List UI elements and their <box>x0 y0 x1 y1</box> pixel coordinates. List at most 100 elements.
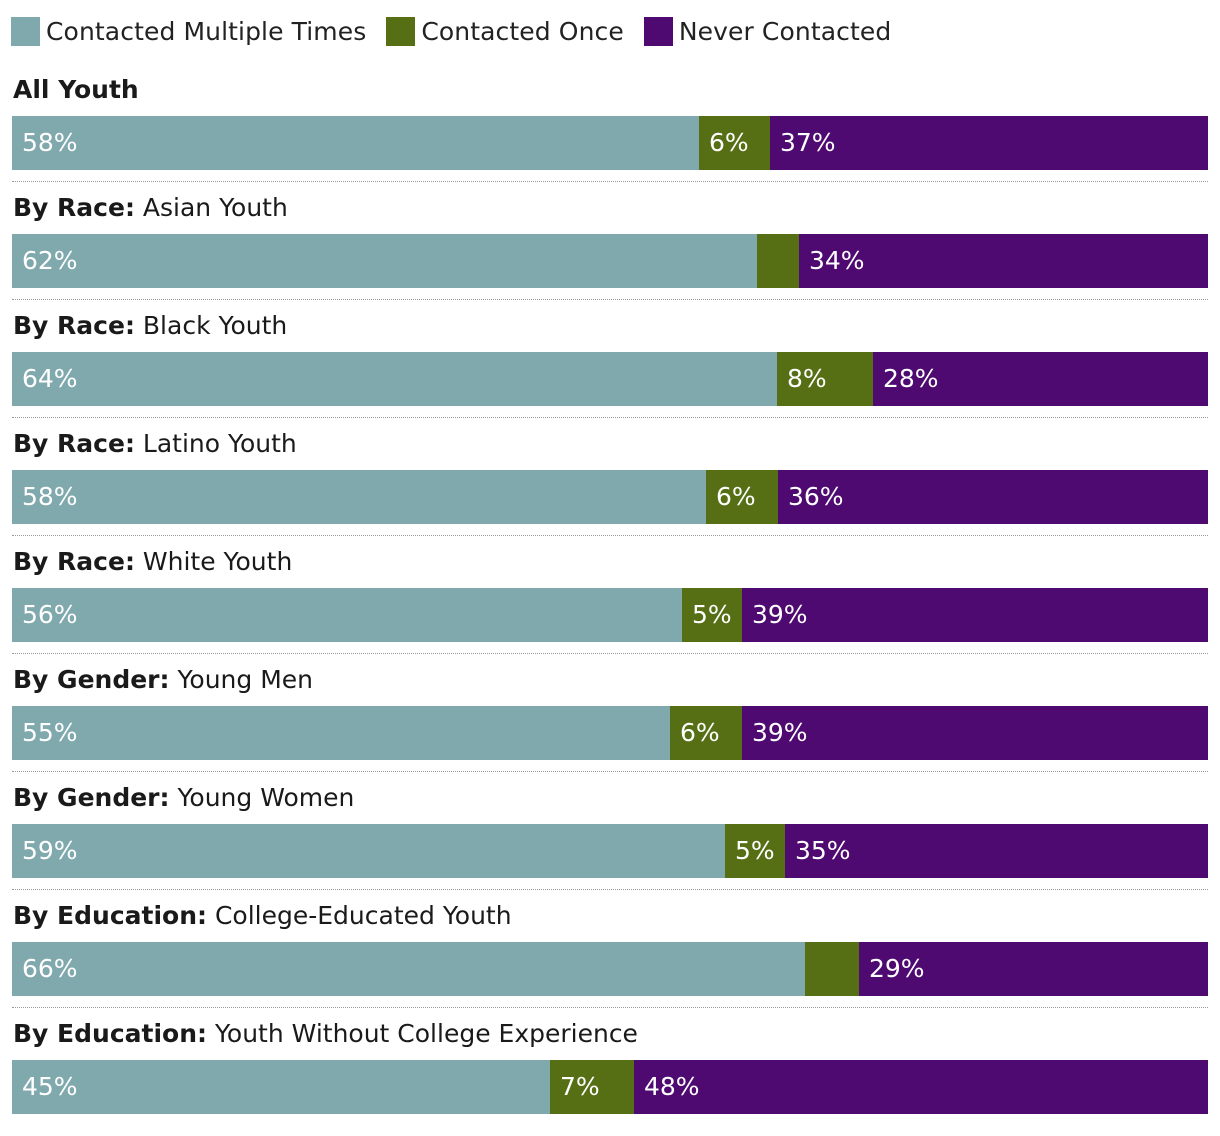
bar-segment-never: 29% <box>859 942 1208 996</box>
row-label-text: Asian Youth <box>142 193 288 222</box>
row-divider <box>12 417 1208 418</box>
chart-legend: Contacted Multiple Times Contacted Once Ne… <box>11 16 911 46</box>
bar-segment-once: 6% <box>699 116 770 170</box>
stacked-bar: 58% 6% 36% <box>12 470 1208 524</box>
data-label-never: 39% <box>752 600 808 629</box>
bar-segment-once: 5% <box>725 824 785 878</box>
bar-segment-once: 6% <box>670 706 742 760</box>
data-label-never: 37% <box>780 128 836 157</box>
data-label-multiple: 45% <box>22 1072 78 1101</box>
legend-swatch-multiple <box>11 16 40 46</box>
bar-segment-never: 36% <box>778 470 1208 524</box>
legend-item-multiple: Contacted Multiple Times <box>11 16 367 46</box>
legend-label: Contacted Multiple Times <box>46 16 367 46</box>
row-label: By Education: Youth Without College Expe… <box>13 1018 638 1050</box>
data-label-once: 7% <box>560 1072 600 1101</box>
stacked-bar: 58% 6% 37% <box>12 116 1208 170</box>
data-label-never: 29% <box>869 954 925 983</box>
bar-segment-once <box>805 942 859 996</box>
row-label-text: White Youth <box>142 547 293 576</box>
bar-segment-multiple: 55% <box>12 706 670 760</box>
stacked-bar: 45% 7% 48% <box>12 1060 1208 1114</box>
row-label: By Race: Asian Youth <box>13 192 288 224</box>
legend-item-once: Contacted Once <box>386 16 624 46</box>
row-label: All Youth <box>13 74 139 106</box>
bar-segment-multiple: 58% <box>12 116 699 170</box>
chart-row: By Education: College-Educated Youth 66% 2… <box>0 900 1220 1018</box>
bar-segment-once: 8% <box>777 352 873 406</box>
row-label-prefix: All Youth <box>13 75 139 104</box>
row-label: By Race: Black Youth <box>13 310 287 342</box>
data-label-once: 5% <box>735 836 775 865</box>
row-divider <box>12 181 1208 182</box>
bar-segment-multiple: 59% <box>12 824 725 878</box>
row-label-text: College-Educated Youth <box>214 901 512 930</box>
row-label-text: Young Men <box>177 665 314 694</box>
row-label: By Gender: Young Men <box>13 664 313 696</box>
chart-row: By Gender: Young Women 59% 5% 35% <box>0 782 1220 900</box>
bar-segment-once <box>757 234 799 288</box>
bar-segment-never: 39% <box>742 588 1208 642</box>
stacked-bar: 62% 34% <box>12 234 1208 288</box>
row-label-text: Young Women <box>177 783 355 812</box>
data-label-never: 35% <box>795 836 851 865</box>
data-label-once: 6% <box>680 718 720 747</box>
data-label-multiple: 55% <box>22 718 78 747</box>
row-divider <box>12 1007 1208 1008</box>
chart-row: By Education: Youth Without College Expe… <box>0 1018 1220 1136</box>
row-label: By Gender: Young Women <box>13 782 354 814</box>
chart-row: By Race: Latino Youth 58% 6% 36% <box>0 428 1220 546</box>
stacked-bar: 55% 6% 39% <box>12 706 1208 760</box>
chart-row: By Gender: Young Men 55% 6% 39% <box>0 664 1220 782</box>
row-label-prefix: By Gender: <box>13 783 170 812</box>
row-divider <box>12 653 1208 654</box>
row-divider <box>12 889 1208 890</box>
bar-segment-once: 7% <box>550 1060 634 1114</box>
chart-row: By Race: White Youth 56% 5% 39% <box>0 546 1220 664</box>
data-label-multiple: 64% <box>22 364 78 393</box>
row-label-prefix: By Race: <box>13 547 135 576</box>
row-label-text: Youth Without College Experience <box>214 1019 638 1048</box>
stacked-bar: 66% 29% <box>12 942 1208 996</box>
legend-item-never: Never Contacted <box>643 16 892 46</box>
row-label: By Race: Latino Youth <box>13 428 297 460</box>
bar-segment-multiple: 56% <box>12 588 682 642</box>
bar-segment-multiple: 45% <box>12 1060 550 1114</box>
data-label-multiple: 59% <box>22 836 78 865</box>
row-label-prefix: By Race: <box>13 311 135 340</box>
bar-segment-never: 48% <box>634 1060 1208 1114</box>
row-divider <box>12 299 1208 300</box>
data-label-once: 6% <box>716 482 756 511</box>
row-label-prefix: By Race: <box>13 193 135 222</box>
chart-row: By Race: Black Youth 64% 8% 28% <box>0 310 1220 428</box>
data-label-never: 39% <box>752 718 808 747</box>
data-label-never: 36% <box>788 482 844 511</box>
stacked-bar: 56% 5% 39% <box>12 588 1208 642</box>
data-label-once: 8% <box>787 364 827 393</box>
data-label-never: 28% <box>883 364 939 393</box>
row-label-prefix: By Education: <box>13 1019 208 1048</box>
data-label-multiple: 58% <box>22 482 78 511</box>
chart-row: By Race: Asian Youth 62% 34% <box>0 192 1220 310</box>
bar-segment-multiple: 62% <box>12 234 757 288</box>
bar-segment-never: 39% <box>742 706 1208 760</box>
data-label-multiple: 58% <box>22 128 78 157</box>
data-label-multiple: 66% <box>22 954 78 983</box>
row-label-prefix: By Race: <box>13 429 135 458</box>
row-label: By Education: College-Educated Youth <box>13 900 512 932</box>
row-label-prefix: By Education: <box>13 901 208 930</box>
legend-label: Never Contacted <box>678 16 892 46</box>
bar-segment-once: 6% <box>706 470 778 524</box>
data-label-once: 5% <box>692 600 732 629</box>
row-label-text: Black Youth <box>142 311 288 340</box>
row-label-prefix: By Gender: <box>13 665 170 694</box>
bar-segment-once: 5% <box>682 588 742 642</box>
bar-segment-never: 28% <box>873 352 1208 406</box>
bar-segment-never: 37% <box>770 116 1208 170</box>
row-label: By Race: White Youth <box>13 546 292 578</box>
data-label-multiple: 56% <box>22 600 78 629</box>
bar-segment-multiple: 66% <box>12 942 805 996</box>
bar-segment-multiple: 64% <box>12 352 777 406</box>
data-label-never: 48% <box>644 1072 700 1101</box>
stacked-bar: 64% 8% 28% <box>12 352 1208 406</box>
